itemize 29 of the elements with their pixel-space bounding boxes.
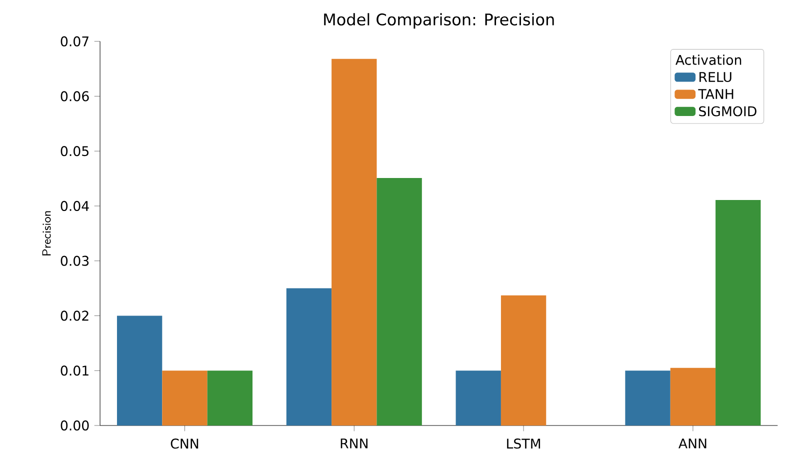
y-tick-label: 0.00: [60, 420, 89, 431]
x-tick-label: CNN: [170, 438, 198, 449]
legend-label: SIGMOID: [699, 106, 756, 116]
y-tick-label: 0.01: [60, 366, 88, 376]
y-tick-label: 0.06: [60, 91, 89, 102]
legend-label: TANH: [698, 89, 734, 99]
y-tick-label: 0.02: [60, 310, 88, 321]
bar: [332, 58, 377, 426]
bar: [207, 370, 253, 426]
y-axis-title: Precision: [42, 211, 51, 256]
bar: [376, 178, 422, 426]
y-tick-label: 0.04: [60, 201, 89, 212]
bar: [162, 370, 208, 426]
y-tick-label: 0.03: [60, 256, 89, 266]
bar: [500, 296, 546, 426]
y-tick-label: 0.05: [60, 146, 88, 156]
x-tick-label: LSTM: [507, 438, 540, 449]
bar: [716, 200, 761, 426]
bar: [116, 316, 162, 426]
chart-title: Model Comparison: Precision: [324, 13, 554, 29]
bar: [670, 368, 716, 426]
bar: [456, 370, 501, 426]
x-tick-label: ANN: [678, 438, 706, 448]
bar: [286, 288, 332, 426]
bar: [625, 370, 670, 426]
legend-label: RELU: [700, 72, 732, 82]
legend-title: Activation: [676, 54, 742, 66]
y-tick-label: 0.07: [60, 36, 88, 46]
x-tick-label: RNN: [340, 438, 368, 448]
